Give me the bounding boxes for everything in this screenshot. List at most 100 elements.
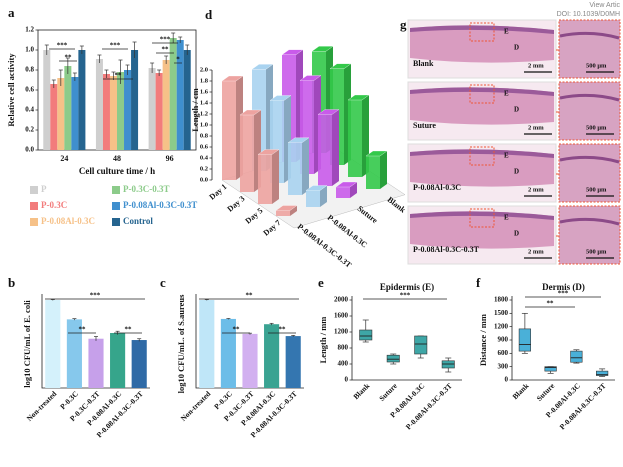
error-bar — [132, 41, 137, 58]
y-tick-label: 300 — [498, 362, 509, 370]
bar-side-shade — [320, 185, 327, 207]
bar-side-shade — [290, 205, 297, 216]
box — [386, 354, 400, 363]
significance-label: *** — [160, 36, 171, 44]
bar — [169, 38, 177, 150]
bar — [242, 333, 258, 388]
bar-top — [269, 95, 292, 101]
bar-top — [365, 150, 388, 157]
error-bar — [51, 79, 56, 88]
layer-label-d: D — [514, 106, 519, 114]
bar-3d — [299, 75, 322, 174]
error-bar — [204, 299, 209, 301]
layer-label-e: E — [504, 28, 509, 36]
significance-label: ** — [547, 300, 555, 308]
bar-side-shade — [302, 137, 309, 195]
x-tick-label: Non-treated — [25, 389, 59, 423]
tissue-band — [410, 87, 554, 125]
y-tick-label: 900 — [498, 336, 509, 344]
zoom-scale-label: 500 μm — [586, 248, 607, 255]
tissue-epidermis — [410, 211, 554, 220]
bar — [110, 333, 126, 388]
layer-label-e: E — [504, 152, 509, 160]
bar-front — [336, 187, 350, 198]
bar-3d — [275, 205, 298, 216]
x-tick-label: 48 — [113, 154, 121, 163]
error-bar — [291, 335, 296, 337]
bar-side-shade — [332, 109, 339, 186]
error-bar — [72, 318, 77, 321]
bar — [220, 318, 236, 388]
y-tick-label: 0 — [505, 376, 509, 384]
zoom-image — [558, 143, 621, 203]
legend-swatch — [112, 186, 120, 194]
z-tick-label: 0.2 — [200, 165, 208, 172]
error-bar — [269, 322, 274, 326]
bar-side — [350, 182, 357, 198]
panel-letter: g — [400, 17, 407, 32]
legend-label: P-0.3C — [41, 200, 67, 210]
legend-swatch — [30, 186, 38, 194]
zoom-region — [469, 84, 495, 104]
bar — [183, 50, 191, 150]
error-bar — [97, 54, 102, 63]
header-link[interactable]: View Artic — [589, 2, 620, 9]
legend-label: Control — [123, 216, 153, 226]
bar-front — [258, 154, 272, 204]
y-tick-label: 1200 — [494, 322, 509, 330]
bar-top — [239, 109, 262, 116]
bar-3d — [365, 150, 388, 189]
bar — [102, 74, 110, 150]
significance-label: ** — [125, 326, 133, 334]
bar — [78, 50, 86, 150]
z-tick-label: 0.0 — [200, 176, 208, 183]
x-axis-label: Cell culture time / h — [79, 166, 155, 176]
x-tick-label: Day 3 — [226, 194, 247, 214]
bar — [88, 338, 104, 388]
error-bar — [185, 44, 190, 55]
z-tick-label: 2.0 — [200, 66, 208, 73]
error-bar — [79, 45, 84, 54]
bar-side — [380, 151, 387, 189]
box — [518, 328, 531, 352]
scale-label: 2 mm — [528, 124, 544, 131]
z-tick-label: 1.4 — [200, 99, 209, 106]
bar-top — [335, 181, 358, 188]
layer-label-d: D — [514, 168, 519, 176]
z-tick-label: 1.8 — [200, 77, 209, 84]
bar-front — [288, 142, 302, 195]
y-tick-label: 0 — [345, 376, 349, 384]
box — [570, 350, 583, 363]
layer-label-d: D — [514, 44, 519, 52]
bar-top — [317, 109, 340, 115]
bar-front — [222, 81, 236, 180]
bar-3d — [257, 149, 280, 204]
box — [359, 329, 373, 341]
error-bar — [171, 32, 176, 43]
row-label: P-0.08Al-0.3C — [413, 183, 461, 192]
box — [596, 370, 609, 376]
bar — [155, 73, 163, 150]
bar — [95, 59, 103, 150]
panel-letter: c — [160, 275, 166, 290]
zoom-scale-label: 500 μm — [586, 186, 607, 193]
x-tick-label: Day 7 — [262, 218, 283, 238]
error-bar — [118, 59, 123, 84]
error-bar — [226, 318, 231, 320]
significance-label: *** — [400, 292, 411, 300]
panel-letter: f — [476, 275, 481, 290]
panel-letter: e — [318, 275, 324, 290]
legend-label: P — [41, 184, 47, 194]
row-label: Suture — [413, 121, 436, 130]
bar — [71, 77, 79, 150]
bar-3d — [335, 181, 358, 198]
bar-3d — [287, 137, 310, 195]
bar-side-shade — [350, 182, 357, 198]
zoom-texture — [559, 93, 620, 102]
significance-label: ** — [233, 326, 241, 334]
bar — [131, 50, 139, 150]
y-tick-label: 0.4 — [25, 106, 34, 114]
bar — [131, 340, 147, 388]
bar-top — [287, 137, 310, 143]
bar — [176, 40, 184, 150]
